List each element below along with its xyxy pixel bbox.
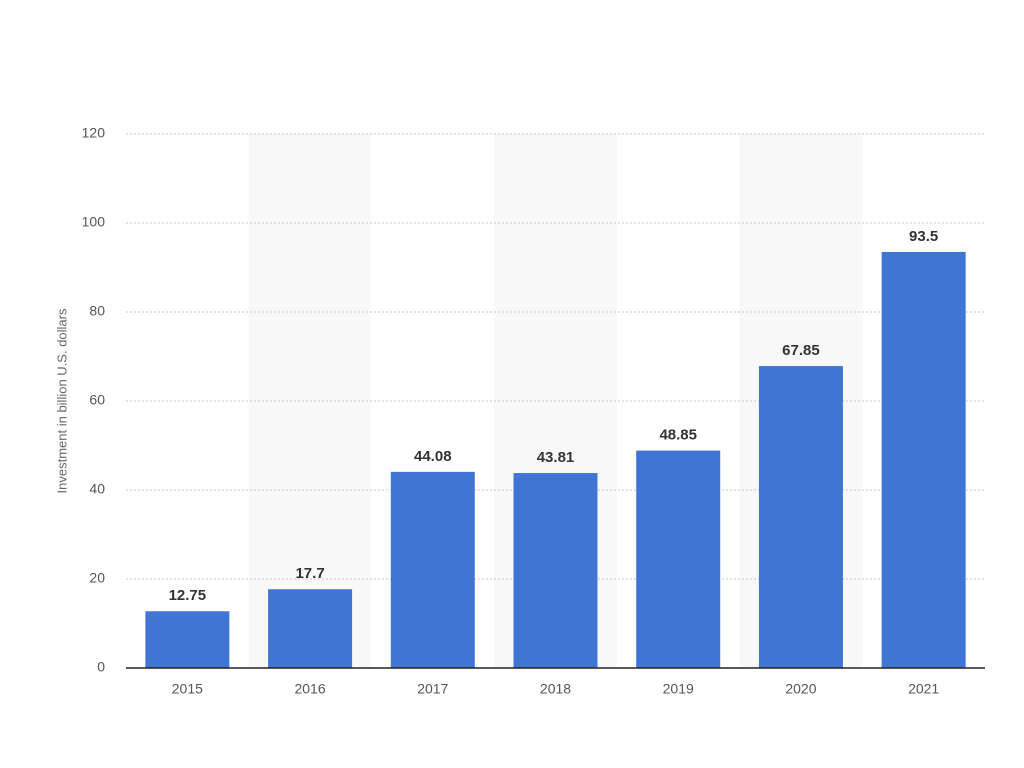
x-tick-label: 2015 xyxy=(172,681,203,697)
x-tick-label: 2019 xyxy=(663,681,694,697)
bar xyxy=(145,611,230,668)
x-tick-label: 2021 xyxy=(908,681,939,697)
y-tick-label: 40 xyxy=(89,481,105,497)
value-label: 43.81 xyxy=(537,449,575,466)
bar xyxy=(268,589,353,668)
y-tick-label: 80 xyxy=(89,303,105,319)
value-label: 44.08 xyxy=(414,448,452,465)
y-tick-label: 120 xyxy=(82,125,106,141)
value-label: 93.5 xyxy=(909,228,938,245)
bar xyxy=(881,251,966,669)
x-tick-label: 2017 xyxy=(417,681,448,697)
value-label: 12.75 xyxy=(169,587,207,604)
x-tick-label: 2018 xyxy=(540,681,571,697)
bar xyxy=(390,471,475,668)
value-label: 17.7 xyxy=(295,565,324,582)
bar xyxy=(513,473,598,668)
y-tick-label: 20 xyxy=(89,570,105,586)
y-axis-label: Investment in billion U.S. dollars xyxy=(54,308,69,493)
bar xyxy=(758,366,843,668)
bar xyxy=(636,450,721,668)
y-tick-label: 60 xyxy=(89,392,105,408)
y-tick-label: 100 xyxy=(82,214,106,230)
value-label: 48.85 xyxy=(659,427,697,444)
x-tick-label: 2016 xyxy=(294,681,325,697)
y-tick-label: 0 xyxy=(97,659,105,675)
value-label: 67.85 xyxy=(782,342,820,359)
x-tick-label: 2020 xyxy=(785,681,816,697)
